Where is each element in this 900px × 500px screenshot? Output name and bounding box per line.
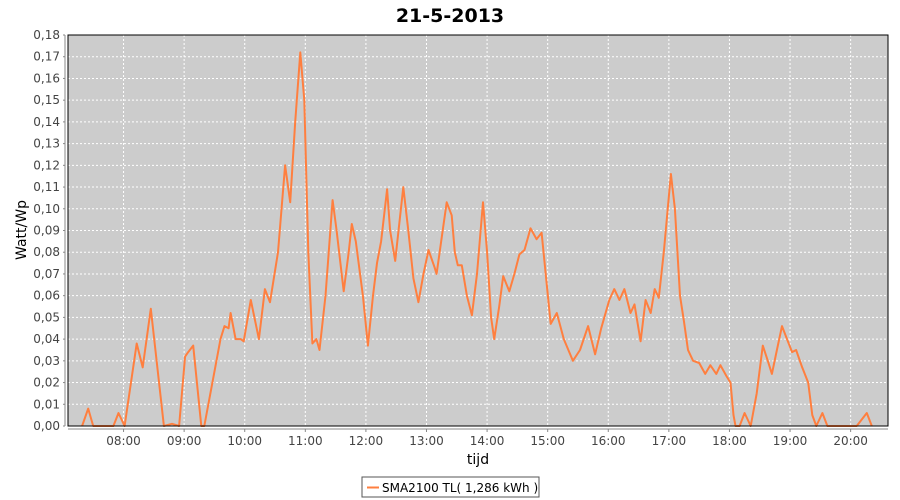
grid-lines bbox=[68, 35, 888, 426]
x-tick-label: 10:00 bbox=[227, 434, 262, 448]
x-tick-label: 14:00 bbox=[470, 434, 505, 448]
y-tick-label: 0,03 bbox=[33, 354, 60, 368]
x-tick-label: 11:00 bbox=[288, 434, 323, 448]
x-tick-label: 13:00 bbox=[409, 434, 444, 448]
y-tick-label: 0,15 bbox=[33, 93, 60, 107]
y-tick-label: 0,07 bbox=[33, 267, 60, 281]
x-tick-label: 20:00 bbox=[833, 434, 868, 448]
series-lines bbox=[81, 51, 873, 427]
x-tick-label: 08:00 bbox=[106, 434, 141, 448]
legend-box bbox=[361, 476, 540, 498]
legend-label: SMA2100 TL( 1,286 kWh ) bbox=[382, 481, 538, 495]
x-axis: 08:00 09:00 10:00 11:00 12:00 13:00 14:00 15:00… bbox=[68, 428, 888, 448]
legend: SMA2100 TL( 1,286 kWh ) bbox=[361, 476, 540, 498]
y-tick-label: 0,08 bbox=[33, 245, 60, 259]
y-tick-label: 0,11 bbox=[33, 180, 60, 194]
plot-border bbox=[67, 34, 889, 427]
y-tick-label: 0,09 bbox=[33, 224, 60, 238]
y-tick-label: 0,16 bbox=[33, 71, 60, 85]
y-tick-label: 0,02 bbox=[33, 376, 60, 390]
chart-title: 21-5-2013 bbox=[396, 5, 504, 27]
y-tick-label: 0,17 bbox=[33, 50, 60, 64]
x-tick-label: 16:00 bbox=[591, 434, 626, 448]
y-tick-label: 0,14 bbox=[33, 115, 60, 129]
x-tick-label: 18:00 bbox=[712, 434, 747, 448]
x-tick-label: 17:00 bbox=[652, 434, 687, 448]
y-tick-label: 0,05 bbox=[33, 310, 60, 324]
x-axis-label: tijd bbox=[467, 452, 489, 468]
x-tick-label: 09:00 bbox=[167, 434, 202, 448]
y-tick-label: 0,06 bbox=[33, 289, 60, 303]
y-axis-label: Watt/Wp bbox=[14, 200, 30, 260]
y-axis: 0,00 0,01 0,02 0,03 0,04 0,05 0,06 0,07 0,08 0,09… bbox=[33, 28, 66, 433]
y-tick-label: 0,13 bbox=[33, 137, 60, 151]
y-tick-label: 0,04 bbox=[33, 332, 60, 346]
x-tick-label: 19:00 bbox=[773, 434, 808, 448]
y-tick-label: 0,10 bbox=[33, 202, 60, 216]
x-tick-label: 15:00 bbox=[530, 434, 565, 448]
x-tick-label: 12:00 bbox=[349, 434, 384, 448]
y-tick-label: 0,01 bbox=[33, 397, 60, 411]
y-tick-label: 0,12 bbox=[33, 158, 60, 172]
series-line bbox=[81, 51, 873, 427]
y-tick-label: 0,18 bbox=[33, 28, 60, 42]
y-tick-label: 0,00 bbox=[33, 419, 60, 433]
